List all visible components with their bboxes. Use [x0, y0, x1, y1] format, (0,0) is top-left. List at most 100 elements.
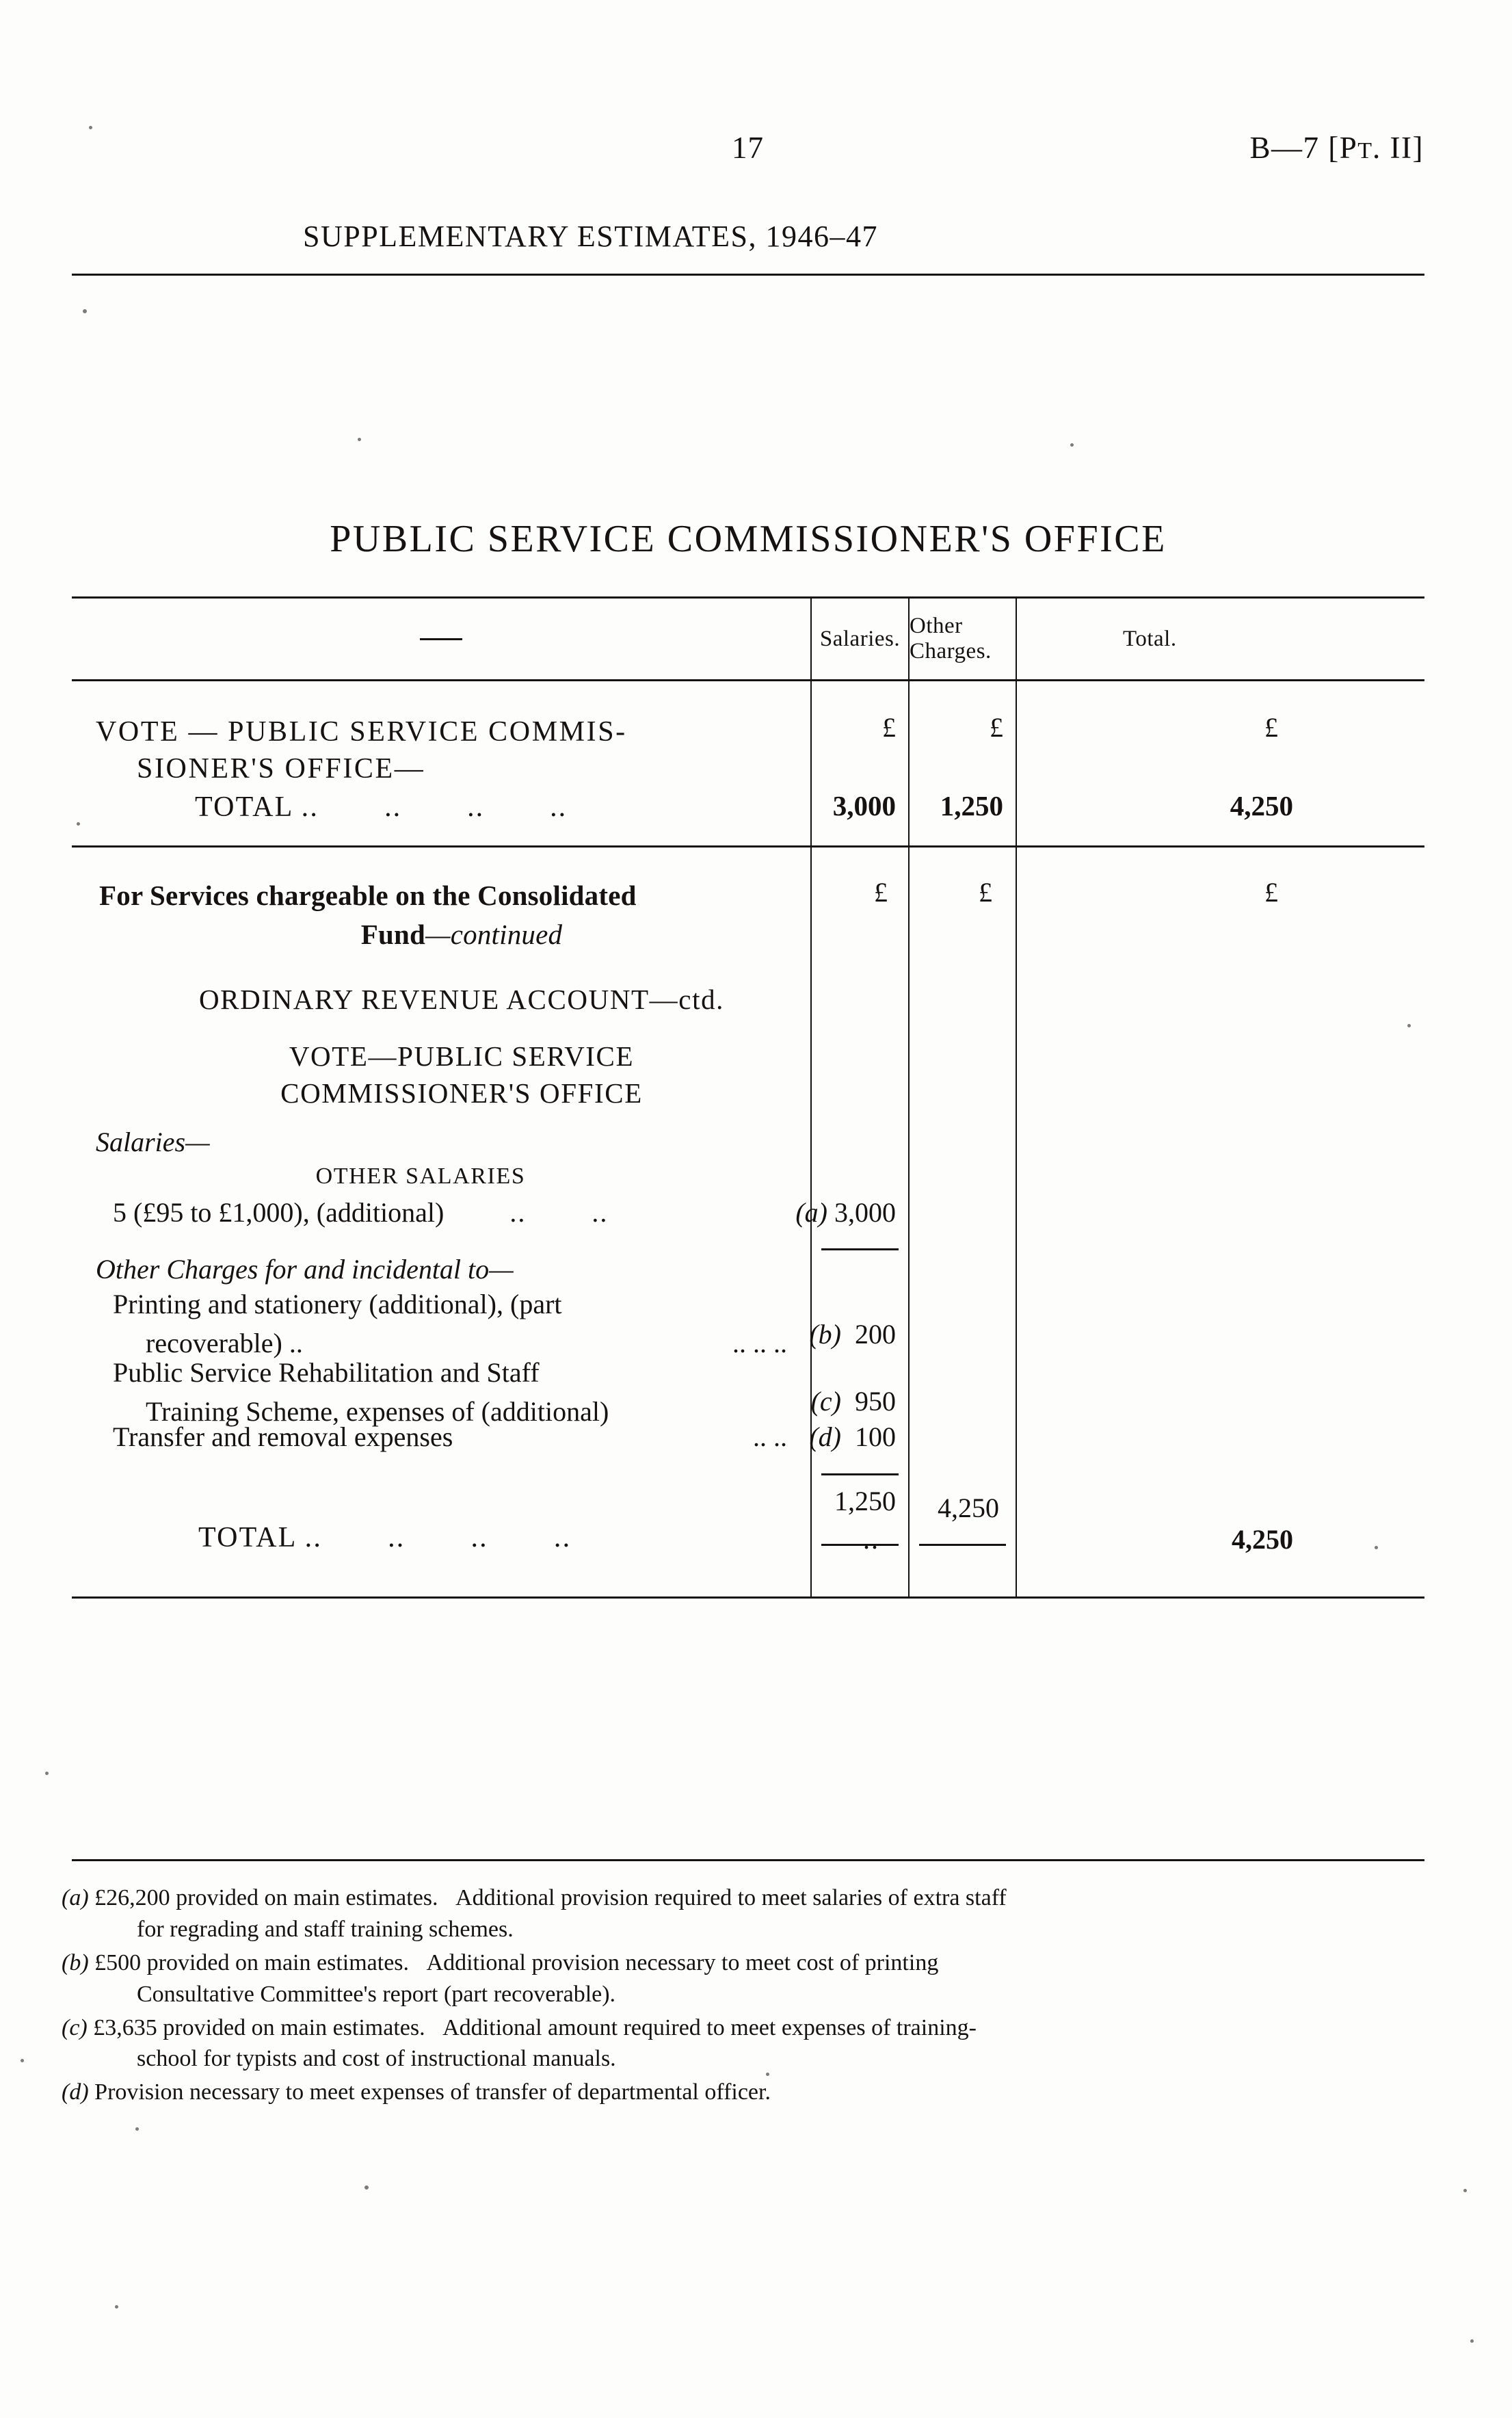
scan-speck — [1407, 1024, 1411, 1027]
consolidated-fund-heading: For Services chargeable on the Consolida… — [99, 876, 797, 954]
vote-heading-block: VOTE — PUBLIC SERVICE COMMIS- SIONER'S O… — [72, 714, 810, 788]
detail-total-word: TOTAL .. — [198, 1522, 323, 1553]
estimates-title: SUPPLEMENTARY ESTIMATES, 1946–47 — [72, 219, 1424, 254]
other-charges-group-label: Other Charges for and incidental to— — [96, 1254, 514, 1285]
footnote-c-text2: Additional amount required to meet expen… — [442, 2014, 977, 2040]
column-header-total: Total. — [1016, 599, 1424, 679]
grand-total-value: 4,250 — [1230, 790, 1293, 822]
salaries-total-value: 3,000 — [832, 790, 896, 822]
detail-total-dots-2: .. — [470, 1522, 488, 1553]
transfer-value-number: 100 — [855, 1421, 896, 1452]
detail-total-label: TOTAL ........ — [198, 1521, 571, 1554]
other-charges-lower-rule — [821, 1544, 899, 1546]
page-title: PUBLIC SERVICE COMMISSIONER'S OFFICE — [330, 518, 1167, 560]
footnote-a-line2: for regrading and staff training schemes… — [137, 1916, 514, 1942]
detail-other-pound: £ — [979, 877, 992, 908]
footnote-c-line2: school for typists and cost of instructi… — [137, 2046, 616, 2072]
other-total-value: 1,250 — [940, 790, 1003, 822]
printing-value-note: (b) — [809, 1319, 841, 1350]
footnote-a-text2: Additional provision required to meet sa… — [455, 1885, 1007, 1910]
footnote-d: (d) Provision necessary to meet expenses… — [62, 2077, 1429, 2108]
detail-grand-total: 4,250 — [1232, 1524, 1293, 1555]
estimates-title-text: SUPPLEMENTARY ESTIMATES, 1946–47 — [302, 220, 879, 253]
footnote-d-mark: (d) — [62, 2079, 89, 2105]
table-header-row: Salaries. Other Charges. Total. — [72, 599, 1424, 679]
detail-total-dots-1: .. — [388, 1522, 406, 1553]
psr-row-line2: Training Scheme, expenses of (additional… — [146, 1395, 609, 1427]
page-folio: 17 — [732, 131, 764, 165]
scan-speck — [77, 822, 80, 826]
other-pound-symbol: £ — [990, 712, 1003, 743]
footnote-a: (a) £26,200 provided on main estimates. … — [62, 1882, 1429, 1945]
footnote-a-text1: £26,200 provided on main estimates. — [94, 1885, 438, 1910]
psr-row-line1: Public Service Rehabilitation and Staff — [113, 1357, 540, 1388]
summary-dots-3: .. — [550, 791, 568, 823]
detail-section-row: For Services chargeable on the Consolida… — [72, 847, 1424, 1596]
transfer-value-cell: (d) 100 — [809, 1421, 896, 1453]
scan-speck — [45, 1772, 49, 1775]
footnote-c-body: (c) £3,635 provided on main estimates. A… — [62, 2012, 977, 2044]
printing-value-number: 200 — [855, 1319, 896, 1350]
total-pound-symbol: £ — [1264, 712, 1278, 743]
transfer-row-text: Transfer and removal expenses — [113, 1421, 453, 1452]
section-divider-rule — [72, 845, 1424, 847]
document-reference: B—7 [PT. II] — [1249, 130, 1424, 166]
printing-value-cell: (b) 200 — [809, 1318, 896, 1350]
salaries-detail-row: 5 (£95 to £1,000), (additional).... — [113, 1196, 608, 1228]
consolidated-heading-line2: Fund—continued — [99, 915, 797, 954]
psr-value-cell: (c) 950 — [811, 1385, 896, 1417]
other-charges-upper-rule — [821, 1473, 899, 1475]
footnote-b-text1: £500 provided on main estimates. — [94, 1949, 410, 1975]
salaries-underrule — [821, 1248, 899, 1250]
footnote-a-body: (a) £26,200 provided on main estimates. … — [62, 1882, 1007, 1914]
column-header-other-charges: Other Charges. — [908, 599, 1016, 679]
summary-dots-2: .. — [467, 791, 485, 823]
estimates-table: Salaries. Other Charges. Total. VOTE — P… — [72, 596, 1424, 1599]
salaries-pound-symbol: £ — [882, 712, 896, 743]
footnote-b: (b) £500 provided on main estimates. Add… — [62, 1947, 1429, 2010]
salaries-row-dots-2: .. — [592, 1197, 609, 1228]
footnote-b-line2: Consultative Committee's report (part re… — [137, 1981, 616, 2007]
detail-total-pound: £ — [1264, 877, 1278, 908]
consolidated-heading-line1: For Services chargeable on the Consolida… — [99, 880, 637, 911]
footnote-a-line1: (a) £26,200 provided on main estimates. … — [62, 1882, 1429, 1914]
other-salaries-subheading: OTHER SALARIES — [315, 1164, 526, 1189]
transfer-removal-row: Transfer and removal expenses .. .. — [113, 1421, 787, 1453]
footnote-c-text1: £3,635 provided on main estimates. — [93, 2014, 425, 2040]
summary-total-word: TOTAL .. — [195, 791, 319, 823]
footnote-b-text2: Additional provision necessary to meet c… — [426, 1949, 939, 1975]
footnote-b-mark: (b) — [62, 1949, 89, 1975]
detail-total-dots-3: .. — [553, 1522, 572, 1553]
footnotes-rule — [72, 1859, 1424, 1861]
vote-summary-total-cell: £ 4,250 — [1016, 681, 1424, 845]
salaries-final-placeholder: .. — [863, 1524, 879, 1555]
salaries-value-note: (a) — [795, 1197, 827, 1228]
vote-summary-other-cell: £ 1,250 — [908, 681, 1016, 845]
salaries-value-cell: (a) 3,000 — [795, 1196, 896, 1228]
scan-speck — [21, 2059, 24, 2062]
vote-summary-salaries-cell: £ 3,000 — [810, 681, 908, 845]
vote-summary-row: VOTE — PUBLIC SERVICE COMMIS- SIONER'S O… — [72, 681, 1424, 845]
consolidated-continued-word: —continued — [425, 918, 563, 950]
scan-speck — [1375, 1546, 1378, 1549]
detail-total-column: £ 4,250 — [1016, 847, 1424, 1596]
scan-speck — [135, 2127, 139, 2131]
consolidated-fund-word: Fund — [360, 918, 426, 950]
column-header-salaries: Salaries. — [810, 599, 908, 679]
vote-summary-description: VOTE — PUBLIC SERVICE COMMIS- SIONER'S O… — [72, 681, 810, 845]
detail-description-column: For Services chargeable on the Consolida… — [72, 847, 810, 1596]
salaries-detail-text: 5 (£95 to £1,000), (additional) — [113, 1197, 445, 1228]
scan-speck — [83, 309, 87, 313]
summary-dots-1: .. — [384, 791, 402, 823]
scan-speck — [1463, 2189, 1467, 2192]
vote-heading-line1: VOTE — PUBLIC SERVICE COMMIS- — [96, 716, 627, 748]
printing-row-dots: .. .. .. — [732, 1327, 787, 1358]
footnote-c: (c) £3,635 provided on main estimates. A… — [62, 2012, 1429, 2075]
detail-other-charges-column: £ 4,250 — [908, 847, 1016, 1596]
doc-ref-main: B—7 [P — [1249, 131, 1358, 165]
scan-speck — [1070, 443, 1074, 447]
printing-row-line2-text: recoverable) .. — [146, 1327, 303, 1358]
footnotes-block: (a) £26,200 provided on main estimates. … — [62, 1882, 1429, 2110]
ordinary-revenue-heading: ORDINARY REVENUE ACCOUNT—ctd. — [198, 984, 725, 1015]
